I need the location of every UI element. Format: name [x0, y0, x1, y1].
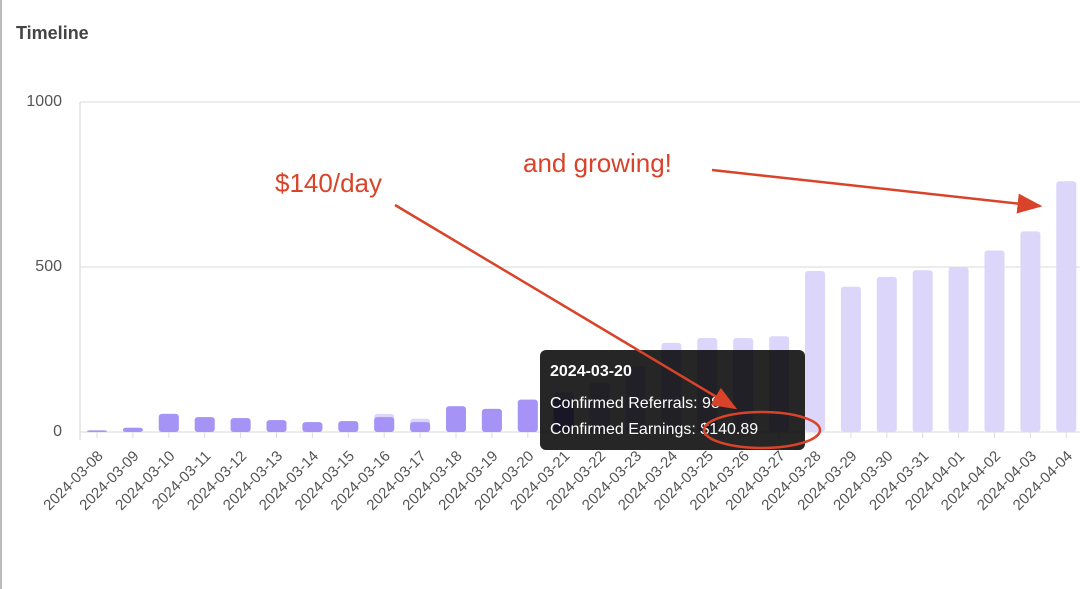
highlight-circle: [702, 410, 822, 450]
tooltip-box: [540, 350, 805, 450]
bar: [410, 422, 431, 432]
y-tick-label: 0: [53, 423, 62, 440]
bar: [446, 406, 466, 432]
bar: [805, 270, 825, 432]
bar: [840, 286, 861, 432]
annotation: $140/day: [275, 168, 382, 198]
bar: [158, 413, 179, 432]
bar: [194, 417, 215, 432]
bar: [1020, 231, 1041, 432]
arrow: [711, 168, 1043, 214]
tooltip-line: Confirmed Earnings: $140.89: [550, 421, 758, 438]
bar: [948, 267, 969, 432]
bar: [984, 250, 1005, 432]
bar: [481, 408, 502, 432]
bar: [302, 422, 323, 432]
tooltip-line: Confirmed Referrals: 98: [550, 395, 720, 412]
y-tick-label: 500: [35, 258, 62, 275]
bar: [876, 276, 897, 432]
annotation: and growing!: [523, 148, 672, 178]
bar: [230, 418, 251, 432]
tooltip-title: 2024-03-20: [550, 363, 632, 380]
bar: [122, 427, 143, 432]
bar: [1056, 181, 1077, 432]
tooltip: 2024-03-20 Confirmed Referrals: 98 Confi…: [540, 350, 805, 450]
bar: [517, 399, 538, 432]
arrow: [394, 203, 738, 410]
bar: [338, 421, 359, 432]
chart-title: Timeline: [16, 23, 89, 43]
bar: [87, 430, 107, 432]
bar: [912, 270, 933, 432]
y-tick-label: 1000: [26, 93, 62, 110]
bar: [266, 420, 287, 432]
bar: [374, 417, 395, 432]
